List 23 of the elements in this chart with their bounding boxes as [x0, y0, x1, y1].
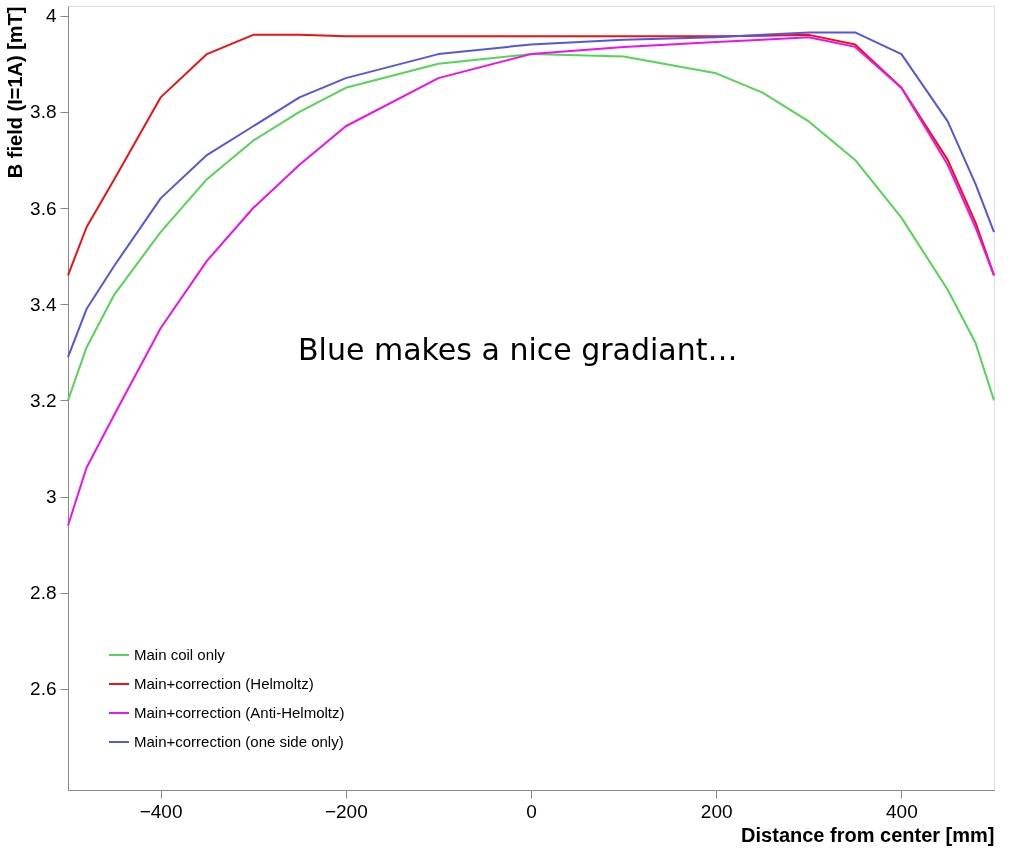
y-tick-label: 2.8	[30, 582, 57, 604]
legend-label: Main+correction (Helmoltz)	[134, 675, 314, 692]
y-tick-label: 3.2	[30, 389, 57, 411]
x-tick-label: 400	[886, 800, 918, 822]
y-tick-label: 3.4	[30, 293, 57, 315]
x-tick-label: −400	[139, 800, 183, 822]
x-tick-label: −200	[324, 800, 368, 822]
line-series	[67, 36, 995, 527]
y-tick-label: 2.6	[30, 678, 57, 700]
annotation: Blue makes a nice gradiant…	[298, 332, 738, 367]
y-tick-label: 3.8	[30, 101, 57, 123]
x-axis-title: Distance from center [mm]	[741, 823, 995, 846]
y-axis-title: B field (I=1A) [mT]	[4, 6, 27, 179]
x-tick-label: 200	[700, 800, 733, 822]
y-tick-label: 3.6	[30, 197, 57, 219]
legend-label: Main+correction (one side only)	[134, 733, 344, 750]
line-series	[67, 53, 995, 402]
legend-label: Main coil only	[134, 646, 226, 663]
line-series	[67, 33, 995, 277]
y-tick-label: 3	[45, 486, 57, 508]
x-tick-label: 0	[526, 800, 537, 822]
legend-label: Main+correction (Anti-Helmoltz)	[134, 704, 345, 721]
y-tick-label: 4	[45, 5, 57, 27]
